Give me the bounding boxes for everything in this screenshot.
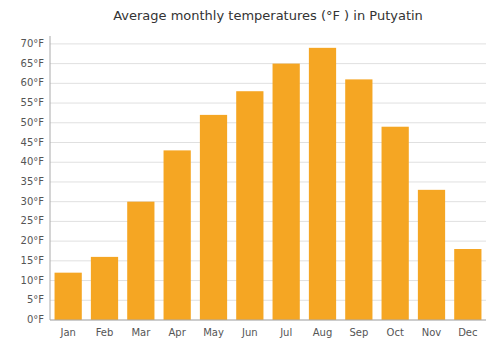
x-tick-label: Aug	[313, 327, 333, 338]
grid-line	[50, 320, 486, 321]
bar	[200, 115, 227, 320]
bar	[382, 127, 409, 320]
y-axis-line	[50, 36, 51, 320]
chart-svg: Average monthly temperatures (°F ) in Pu…	[0, 0, 500, 350]
y-tick-label: 30°F	[21, 196, 45, 207]
y-tick-label: 10°F	[21, 275, 45, 286]
x-tick-label: Jul	[279, 327, 292, 338]
grid-line	[50, 63, 486, 64]
grid-line	[50, 142, 486, 143]
x-tick-label: Jan	[59, 327, 75, 338]
y-tick-label: 15°F	[21, 255, 45, 266]
x-tick-label: Nov	[422, 327, 442, 338]
x-axis-line	[50, 320, 486, 321]
bar	[55, 273, 82, 320]
bar	[127, 202, 154, 320]
x-tick-label: Feb	[96, 327, 114, 338]
bar	[273, 64, 300, 320]
y-tick-label: 20°F	[21, 235, 45, 246]
grid-line	[50, 83, 486, 84]
y-axis: 0°F 5°F 10°F 15°F 20°F 25°F 30°F 35°F 40°F 45°F 50…	[21, 38, 486, 325]
bars	[55, 48, 482, 320]
chart-container: Average monthly temperatures (°F ) in Pu…	[0, 0, 500, 350]
x-tick-label: Mar	[131, 327, 151, 338]
y-tick-label: 5°F	[27, 294, 44, 305]
x-tick-label: Oct	[387, 327, 404, 338]
y-tick-label: 50°F	[21, 117, 45, 128]
y-tick-label: 65°F	[21, 58, 45, 69]
y-tick-label: 0°F	[27, 314, 44, 325]
grid-line	[50, 162, 486, 163]
x-tick-label: May	[203, 327, 224, 338]
bar	[418, 190, 445, 320]
x-axis: Jan Feb Mar Apr May Jun Jul Aug Sep Oct Nov Dec	[59, 327, 477, 338]
grid-line	[50, 103, 486, 104]
bar	[309, 48, 336, 320]
y-tick-label: 25°F	[21, 215, 45, 226]
y-tick-label: 60°F	[21, 77, 45, 88]
bar	[91, 257, 118, 320]
x-tick-label: Apr	[169, 327, 187, 338]
y-tick-label: 35°F	[21, 176, 45, 187]
bar	[454, 249, 481, 320]
grid-line	[50, 122, 486, 123]
x-tick-label: Dec	[458, 327, 477, 338]
x-tick-label: Sep	[349, 327, 368, 338]
bar	[345, 79, 372, 320]
chart-title: Average monthly temperatures (°F ) in Pu…	[113, 8, 423, 23]
y-tick-label: 45°F	[21, 137, 45, 148]
y-tick-label: 40°F	[21, 156, 45, 167]
y-tick-label: 55°F	[21, 97, 45, 108]
grid-line	[50, 181, 486, 182]
bar	[236, 91, 263, 320]
y-tick-label: 70°F	[21, 38, 45, 49]
grid-line	[50, 43, 486, 44]
bar	[164, 150, 191, 320]
x-tick-label: Jun	[241, 327, 258, 338]
